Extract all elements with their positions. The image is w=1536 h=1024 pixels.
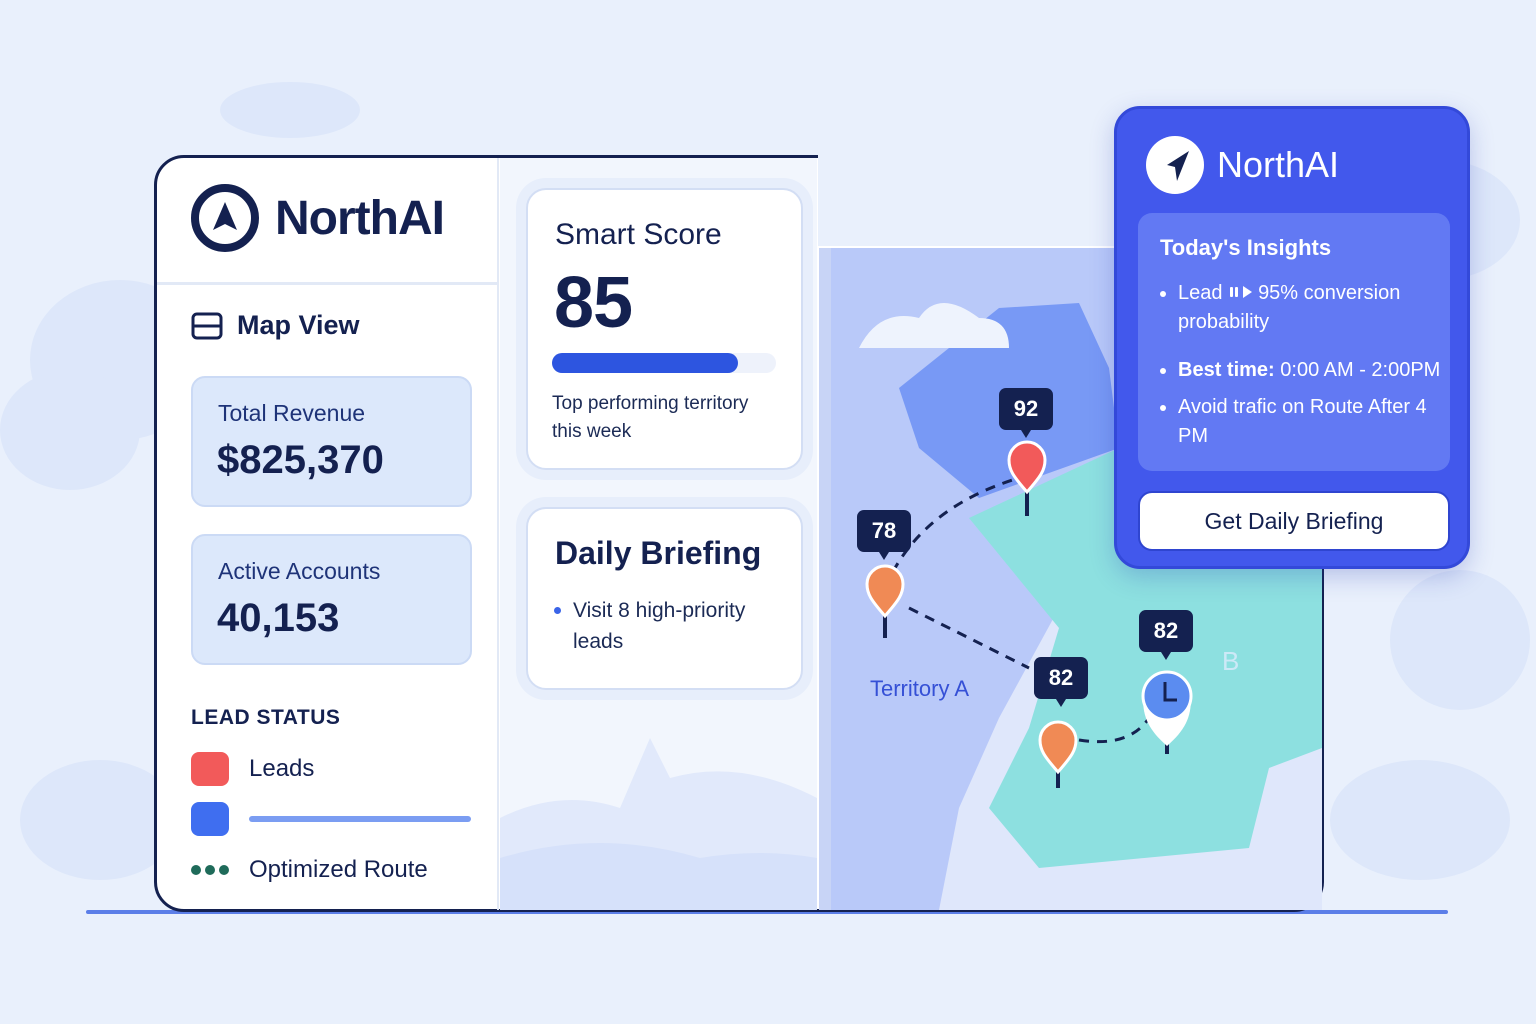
nav-map-view-label: Map View: [237, 310, 360, 340]
active-accounts-label: Active Accounts: [218, 558, 381, 584]
daily-briefing-item: Visit 8 high-priority leads: [554, 595, 794, 657]
brand-name: NorthAI: [275, 191, 445, 245]
daily-briefing-item-text: Visit 8 high-priority leads: [573, 599, 746, 653]
insight-best-time-value: 0:00 AM - 2:00PM: [1280, 359, 1441, 381]
pin-score-label: 82: [1034, 657, 1088, 707]
nav-map-view[interactable]: Map View: [191, 310, 360, 341]
active-accounts-card[interactable]: Active Accounts 40,153: [191, 534, 472, 665]
smart-score-title: Smart Score: [555, 218, 722, 251]
legend-secondary: [191, 802, 471, 836]
insights-box: Today's Insights Lead 95% conversion pro…: [1138, 213, 1450, 471]
smart-score-value: 85: [554, 263, 633, 343]
territory-b-label: B: [1222, 646, 1240, 676]
legend-line: [249, 816, 471, 822]
insight-item-best-time: Best time: 0:00 AM - 2:00PM: [1160, 356, 1450, 385]
map-pin-92[interactable]: [1007, 440, 1047, 516]
territory-a-label: Territory A: [870, 676, 970, 701]
map-pin-78[interactable]: [865, 564, 905, 638]
compass-arrow-icon: [191, 184, 259, 252]
smart-score-progress: [552, 353, 776, 373]
map-view-icon: [191, 312, 223, 339]
brand[interactable]: NorthAI: [191, 184, 445, 252]
smart-score-card[interactable]: Smart Score 85 Top performing territory …: [526, 188, 803, 470]
insights-title: Today's Insights: [1160, 235, 1332, 260]
bullet-icon: [1160, 405, 1166, 411]
smart-score-description: Top performing territory this week: [552, 393, 749, 442]
navigation-arrow-icon: [1146, 136, 1204, 194]
map-pin-82-b[interactable]: [1141, 670, 1193, 754]
legend-leads-label: Leads: [249, 755, 315, 782]
bullet-icon: [1160, 291, 1166, 297]
map-pin-82-a[interactable]: [1038, 720, 1078, 788]
clock-icon: [1163, 682, 1177, 702]
insight-best-time-label: Best time:: [1178, 359, 1275, 381]
insight-item-conversion: Lead 95% conversion probability: [1160, 279, 1450, 337]
insight-traffic-text: Avoid trafic on Route After 4 PM: [1178, 396, 1427, 447]
play-signal-icon: [1230, 286, 1253, 298]
total-revenue-value: $825,370: [217, 438, 384, 482]
bullet-icon: [1160, 368, 1166, 374]
insight-conversion-text: 95% conversion probability: [1178, 282, 1401, 333]
insight-lead-label: Lead: [1178, 282, 1223, 304]
total-revenue-label: Total Revenue: [218, 400, 366, 426]
smart-score-progress-fill: [552, 353, 738, 373]
sidebar: NorthAI Map View Total Revenue $825,370 …: [157, 158, 499, 910]
legend-route: Optimized Route: [191, 856, 428, 884]
active-accounts-value: 40,153: [217, 596, 340, 640]
legend-route-label: Optimized Route: [249, 856, 428, 883]
pin-score-label: 92: [999, 388, 1053, 438]
secondary-swatch: [191, 802, 229, 836]
daily-briefing-title: Daily Briefing: [555, 535, 762, 571]
daily-briefing-card[interactable]: Daily Briefing Visit 8 high-priority lea…: [526, 507, 803, 690]
insights-panel: NorthAI Today's Insights Lead 95% conver…: [1114, 106, 1470, 569]
pin-score-label: 82: [1139, 610, 1193, 660]
get-daily-briefing-button[interactable]: Get Daily Briefing: [1138, 491, 1450, 551]
insight-item-traffic: Avoid trafic on Route After 4 PM: [1160, 393, 1450, 451]
pin-score-label: 78: [857, 510, 911, 560]
bullet-icon: [554, 607, 561, 614]
total-revenue-card[interactable]: Total Revenue $825,370: [191, 376, 472, 507]
legend-leads: Leads: [191, 752, 314, 786]
insights-brand: NorthAI: [1145, 135, 1339, 195]
mountain-decoration: [500, 738, 817, 910]
lead-status-title: LEAD STATUS: [191, 706, 341, 729]
leads-swatch: [191, 752, 229, 786]
route-dots-icon: [191, 865, 231, 875]
insights-brand-name: NorthAI: [1217, 144, 1340, 185]
